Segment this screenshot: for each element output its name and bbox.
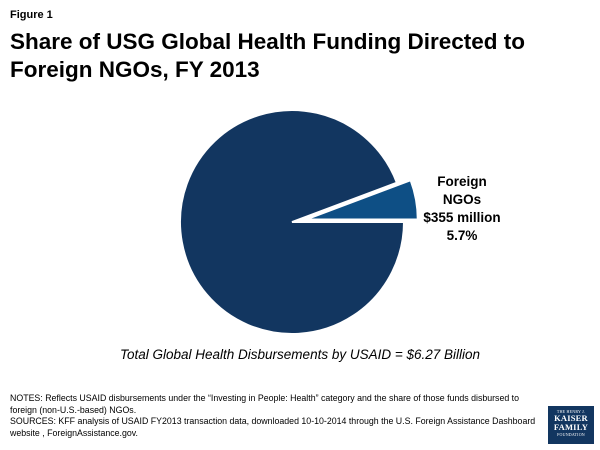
logo-line-4: FOUNDATION	[557, 432, 585, 437]
slice-label-name: Foreign NGOs	[437, 174, 487, 207]
logo-line-2: KAISER	[554, 413, 588, 423]
slice-label-percent: 5.7%	[446, 228, 478, 243]
notes-and-sources: NOTES: Reflects USAID disbursements unde…	[10, 393, 540, 439]
pie-slice-remaining	[179, 109, 406, 336]
total-disbursements-caption: Total Global Health Disbursements by USA…	[119, 347, 481, 362]
foreign-ngos-slice-label: Foreign NGOs $355 million 5.7%	[418, 173, 506, 245]
slice-label-amount: $355 million	[423, 210, 501, 225]
figure-label: Figure 1	[10, 9, 53, 21]
pie-slice-foreign-ngos	[305, 178, 419, 221]
sources-text: SOURCES: KFF analysis of USAID FY2013 tr…	[10, 416, 536, 438]
kff-logo: THE HENRY J. KAISER FAMILY FOUNDATION	[548, 406, 594, 444]
notes-text: NOTES: Reflects USAID disbursements unde…	[10, 393, 520, 415]
chart-title: Share of USG Global Health Funding Direc…	[10, 29, 526, 82]
logo-line-3: FAMILY	[553, 422, 589, 432]
logo-line-1: THE HENRY J.	[556, 409, 586, 414]
